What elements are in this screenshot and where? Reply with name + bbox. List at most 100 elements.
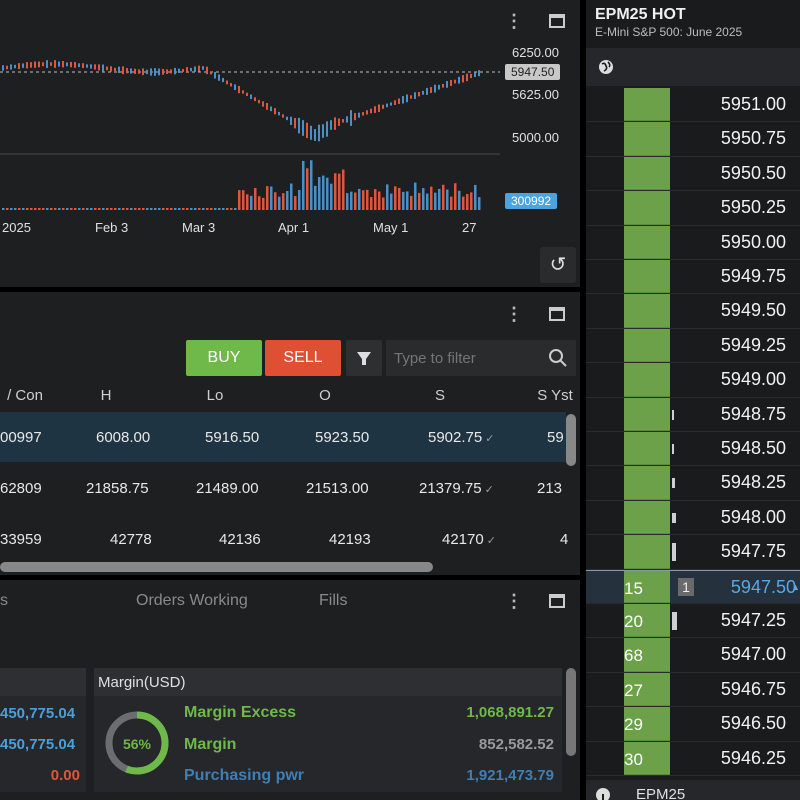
candle xyxy=(78,63,80,68)
tab-positions[interactable]: s xyxy=(0,592,8,609)
tab-orders-working[interactable]: Orders Working xyxy=(136,592,248,609)
dom-row[interactable]: 5949.50 xyxy=(586,294,800,329)
candle xyxy=(222,77,224,83)
margin-label: Margin xyxy=(184,736,237,753)
col-header-high[interactable]: H xyxy=(100,387,112,404)
candle xyxy=(122,66,124,75)
info-icon[interactable] xyxy=(596,788,610,800)
candle xyxy=(150,68,152,76)
candle xyxy=(318,124,320,142)
volume-bar xyxy=(242,190,245,210)
candle xyxy=(422,90,424,95)
volume-bar xyxy=(186,208,189,210)
dom-row[interactable]: 68 5947.00 xyxy=(586,638,800,673)
cell-high: 6008.00 xyxy=(96,429,151,446)
col-header-con[interactable]: / Con xyxy=(7,387,43,404)
candle xyxy=(138,69,140,74)
orders-maximize-icon[interactable] xyxy=(549,594,565,608)
candle xyxy=(174,67,176,75)
volume-bar xyxy=(454,183,457,210)
cell-settle: 5902.75 ✓ xyxy=(428,429,495,446)
volume-bar xyxy=(230,208,233,210)
dom-row[interactable]: 5948.00 xyxy=(586,500,800,536)
candle xyxy=(54,60,56,68)
dom-row[interactable]: 5949.25 xyxy=(586,328,800,364)
dom-row[interactable]: 5948.50 xyxy=(586,432,800,467)
candle xyxy=(246,92,248,97)
dom-row[interactable]: 5950.00 xyxy=(586,225,800,260)
orders-menu-icon[interactable]: ⋮ xyxy=(505,591,523,611)
table-row[interactable]: 33959 42778 42136 42193 42170 ✓ 4 xyxy=(0,514,568,564)
candle xyxy=(18,63,20,70)
price-ladder[interactable]: 5951.00 5950.75 5950.50 5950.25 5950.00 5949.… xyxy=(586,88,800,776)
table-row[interactable]: 00997 6008.00 5916.50 5923.50 5902.75 ✓ 5… xyxy=(0,412,566,462)
volume-bar xyxy=(190,208,193,210)
reset-view-icon[interactable]: ↺ xyxy=(540,247,576,283)
price-chart[interactable] xyxy=(0,30,500,260)
candle xyxy=(82,63,84,68)
candle xyxy=(378,104,380,112)
dom-price: 5947.50 xyxy=(730,576,796,597)
filter-button[interactable] xyxy=(346,340,382,376)
volume-bar xyxy=(70,208,73,210)
dom-row[interactable]: 5949.75 xyxy=(586,260,800,295)
x-label-apr1: Apr 1 xyxy=(278,220,310,235)
candle xyxy=(310,125,312,140)
dom-row[interactable]: 5951.00 xyxy=(586,88,800,123)
dom-row[interactable]: 5947.75 xyxy=(586,535,800,570)
chart-maximize-icon[interactable] xyxy=(549,14,565,28)
volume-bar xyxy=(26,208,29,210)
dom-row[interactable]: 5948.75 xyxy=(586,397,800,432)
col-header-open[interactable]: O xyxy=(319,387,331,404)
table-row[interactable]: 62809 21858.75 21489.00 21513.00 21379.7… xyxy=(0,463,566,513)
dom-row[interactable]: 15 1 5947.50 ▲ xyxy=(586,569,800,604)
filter-input[interactable] xyxy=(386,340,576,376)
bid-depth-bar xyxy=(624,191,670,225)
volume-bar xyxy=(182,208,185,210)
volume-profile-bar xyxy=(672,409,674,420)
quote-maximize-icon[interactable] xyxy=(549,307,565,321)
dom-row[interactable]: 5948.25 xyxy=(586,466,800,501)
cell-low: 5916.50 xyxy=(205,429,260,446)
volume-bar xyxy=(362,190,365,210)
cell-settle-yst: 213 xyxy=(537,480,563,497)
buy-button[interactable]: BUY xyxy=(186,340,262,376)
dom-row[interactable]: 5950.25 xyxy=(586,191,800,226)
dom-row[interactable]: 5949.00 xyxy=(586,363,800,398)
globe-icon[interactable] xyxy=(597,58,615,76)
horizontal-scrollbar[interactable] xyxy=(0,562,433,572)
dom-price: 5948.25 xyxy=(720,472,786,493)
volume-bar xyxy=(346,193,349,210)
y-label-5000: 5000.00 xyxy=(512,130,559,145)
dom-row[interactable]: 20 5947.25 xyxy=(586,604,800,639)
volume-bar xyxy=(134,208,137,210)
last-trade-up-icon: ▲ xyxy=(791,581,800,592)
bid-depth-bar xyxy=(624,294,670,328)
volume-bar xyxy=(82,208,85,210)
dom-row[interactable]: 5950.50 xyxy=(586,156,800,192)
col-header-settle[interactable]: S xyxy=(434,387,445,404)
volume-profile-bar xyxy=(672,512,676,523)
purchasing-power-value: 1,921,473.79 xyxy=(466,767,554,784)
chart-menu-icon[interactable]: ⋮ xyxy=(505,11,523,31)
bid-depth-bar xyxy=(624,672,670,707)
balance-value: 450,775.04 xyxy=(0,736,76,753)
col-header-settle-yst[interactable]: S Yst xyxy=(537,387,573,404)
margin-gauge xyxy=(105,711,169,775)
candle xyxy=(342,119,344,123)
dom-row[interactable]: 27 5946.75 xyxy=(586,672,800,708)
vertical-scrollbar[interactable] xyxy=(566,414,576,466)
col-header-low[interactable]: Lo xyxy=(206,387,224,404)
dom-row[interactable]: 29 5946.50 xyxy=(586,707,800,742)
tab-fills[interactable]: Fills xyxy=(319,592,348,609)
dom-row[interactable]: 5950.75 xyxy=(586,122,800,157)
dom-row[interactable]: 30 5946.25 xyxy=(586,741,800,776)
orders-scrollbar[interactable] xyxy=(566,668,576,756)
candle xyxy=(358,112,360,118)
candle xyxy=(262,101,264,107)
sell-button[interactable]: SELL xyxy=(265,340,341,376)
candle xyxy=(338,118,340,126)
bid-depth-bar xyxy=(624,122,670,156)
candle xyxy=(394,100,396,105)
quote-menu-icon[interactable]: ⋮ xyxy=(505,304,523,324)
